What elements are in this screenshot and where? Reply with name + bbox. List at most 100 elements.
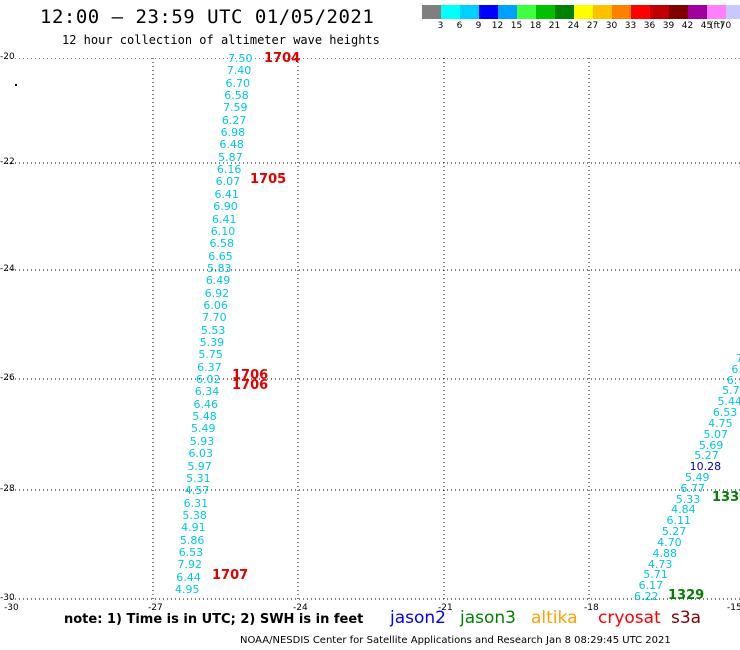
wave-height-value: 7.59 — [223, 101, 248, 115]
color-swatch — [612, 5, 631, 19]
lat-label: -28 — [0, 484, 15, 494]
lat-label: -30 — [0, 593, 15, 603]
pass-time-label: 1707 — [212, 568, 249, 583]
footer-credit: NOAA/NESDIS Center for Satellite Applica… — [240, 635, 671, 646]
wave-height-value: 4.57 — [184, 484, 210, 498]
wave-height-value: 5.07 — [703, 427, 729, 441]
legend-s3a: s3a — [671, 608, 702, 628]
wave-height-value: 7.92 — [177, 558, 202, 572]
wave-height-value: 5.31 — [186, 471, 211, 485]
color-swatch — [479, 5, 498, 19]
lat-label: -22 — [0, 157, 15, 167]
lat-label: -20 — [0, 52, 15, 62]
color-swatch — [460, 5, 479, 19]
wave-height-value: 6.27 — [221, 113, 247, 127]
map-grid — [7, 58, 740, 600]
wave-height-value: 4.75 — [708, 416, 733, 430]
pass-time-label: 1706 — [232, 368, 269, 383]
wave-height-value: 5.97 — [187, 459, 212, 473]
pass-time-label: 1329 — [668, 588, 705, 603]
pass-time-label: 1705 — [250, 172, 287, 187]
wave-height-value: 6.02 — [195, 373, 221, 387]
color-swatch — [441, 5, 460, 19]
wave-height-value: 7.50 — [228, 52, 253, 65]
wave-height-value: 10.28 — [689, 460, 722, 474]
color-swatch — [726, 5, 740, 19]
color-tick-label: 27 — [586, 21, 599, 31]
wave-height-value: 6.53 — [178, 545, 204, 559]
lon-label: -27 — [148, 603, 163, 613]
wave-height-value: 6.10 — [210, 224, 236, 238]
wave-height-value: 7.70 — [202, 311, 227, 325]
wave-height-value: 5.87 — [218, 150, 243, 164]
wave-height-value: 6.41 — [211, 212, 237, 226]
color-tick-label: 21 — [548, 21, 561, 31]
wave-height-value: 5.39 — [199, 336, 225, 350]
units-note: note: 1) Time is in UTC; 2) SWH is in fe… — [64, 612, 364, 627]
color-swatch — [707, 5, 726, 19]
wave-height-value: 5.38 — [182, 508, 207, 522]
color-swatch — [574, 5, 593, 19]
wave-height-value: 6.37 — [197, 360, 222, 374]
color-tick-label: 12 — [491, 21, 504, 31]
lon-label: -21 — [438, 603, 453, 613]
lon-label: -24 — [293, 603, 308, 613]
wave-height-value: 6.11 — [666, 514, 691, 528]
color-swatch — [631, 5, 650, 19]
legend-jason2: jason2 — [390, 608, 446, 628]
pass-time-label: 1330 — [712, 490, 740, 505]
wave-height-value: 6.44 — [176, 570, 201, 584]
wave-height-value: 6. — [731, 362, 740, 376]
wave-height-value: 6.46 — [193, 397, 218, 411]
wave-height-value: 5.33 — [675, 492, 701, 506]
wave-height-value: 4.91 — [181, 521, 206, 535]
pass-time-label: 1704 — [264, 51, 301, 66]
wave-height-value: 6.92 — [204, 286, 230, 300]
chart-subtitle: 12 hour collection of altimeter wave hei… — [62, 33, 380, 47]
wave-height-value: 6.17 — [638, 579, 664, 593]
wave-height-value: 5.75 — [198, 348, 223, 362]
wave-height-value: 6.77 — [680, 481, 705, 495]
wave-height-value: 6.06 — [203, 298, 228, 312]
wave-height-value: 4.95 — [175, 583, 200, 596]
wave-height-value: 6.31 — [183, 496, 209, 510]
wave-height-value: 5.49 — [191, 422, 216, 436]
wave-height-value: 5.71 — [643, 568, 668, 582]
color-swatch — [498, 5, 517, 19]
chart-title: 12:00 – 23:59 UTC 01/05/2021 — [40, 6, 375, 28]
wave-height-value: 6.48 — [219, 138, 244, 152]
wave-height-value: 4.70 — [657, 535, 682, 549]
wave-height-value: 6.58 — [224, 89, 249, 103]
color-tick-label: 42 — [681, 21, 694, 31]
wave-height-value: 5.86 — [179, 533, 205, 547]
color-tick-label: 39 — [662, 21, 675, 31]
lon-label: -15 — [727, 603, 740, 613]
color-scale-ticks: 3 6 9 12 15 18 21 24 27 30 33 36 39 42 45 70 — [422, 21, 735, 31]
color-tick-label: 33 — [624, 21, 637, 31]
wave-height-value: 6. — [726, 373, 738, 387]
wave-height-value: 4.84 — [671, 503, 696, 517]
wave-height-value: 7 — [736, 352, 740, 365]
wave-height-value: 6.49 — [205, 274, 231, 288]
wave-height-value: 6.58 — [209, 237, 235, 251]
map-speck — [15, 84, 17, 86]
wave-height-value: 5.27 — [694, 449, 719, 463]
wave-height-value: 6.16 — [216, 163, 242, 177]
color-tick-label: 15 — [510, 21, 523, 31]
wave-height-value: 5.44 — [717, 395, 740, 409]
wave-height-value: 6.07 — [215, 175, 241, 189]
wave-height-value: 7.40 — [226, 64, 252, 78]
wave-height-value: 6.53 — [712, 406, 738, 420]
wave-height-value: 6.65 — [208, 249, 233, 263]
color-tick-label: 3 — [437, 21, 444, 31]
color-swatch — [555, 5, 574, 19]
color-tick-label: 70 — [719, 21, 732, 31]
color-scale-unit: (ft) — [710, 21, 724, 31]
color-swatch — [650, 5, 669, 19]
color-tick-label: 45 — [700, 21, 713, 31]
color-scale — [422, 5, 740, 19]
wave-height-value: 6.70 — [225, 76, 251, 90]
wave-height-value: 6.22 — [634, 590, 659, 603]
color-tick-label: 30 — [605, 21, 618, 31]
color-tick-label: 36 — [643, 21, 656, 31]
